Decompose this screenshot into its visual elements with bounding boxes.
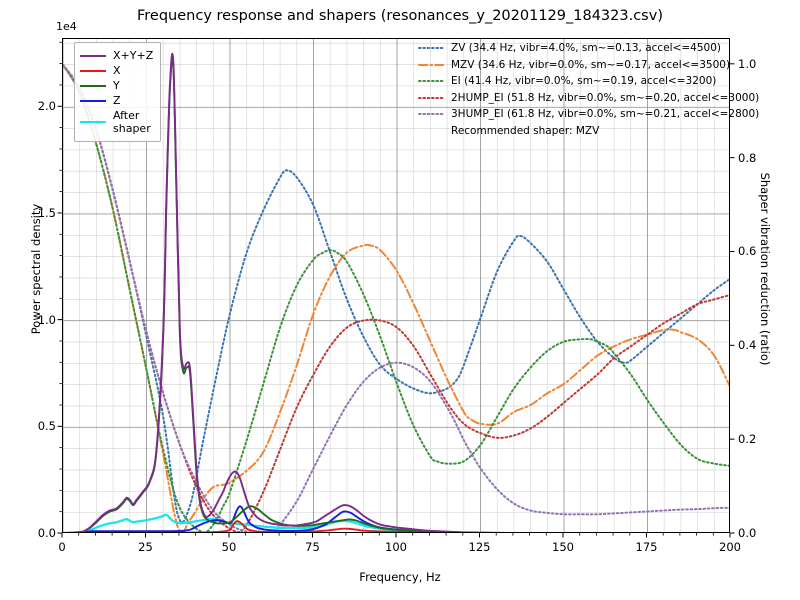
legend-swatch-line (80, 54, 106, 57)
y-axis-label-right: Shaper vibration reduction (ratio) (758, 172, 772, 366)
legend-swatch-line (80, 99, 106, 102)
legend-item-label: X (113, 64, 121, 77)
shaper-curves (63, 63, 729, 532)
y-tick-label-left: 1.0 (37, 312, 56, 327)
recommended-shaper-label: Recommended shaper: MZV (451, 124, 600, 137)
legend-item-y: Y (80, 78, 153, 93)
plot-canvas (63, 39, 729, 532)
y-tick-label-right: 0.2 (738, 432, 757, 447)
x-tick-label: 125 (468, 540, 491, 554)
legend-swatch-dotted (418, 93, 444, 103)
legend-psd: X+Y+Z X Y Z After shaper (74, 42, 162, 142)
y-tick-label-left: 0.0 (37, 526, 56, 540)
shaper-curve-3hump_ei (63, 63, 729, 532)
y-tick-label-left: 2.0 (37, 99, 56, 114)
legend-swatch-dashdot (418, 60, 444, 70)
legend-item-x: X (80, 63, 153, 78)
legend-item-2hump_ei: 2HUMP_EI (51.8 Hz, vibr=0.0%, sm~=0.20, … (418, 90, 759, 107)
y-axis-offset-label: 1e4 (56, 20, 77, 33)
y-tick-label-right: 0.8 (738, 150, 757, 165)
legend-swatch-line (80, 84, 106, 87)
x-tick-label: 0 (58, 540, 66, 554)
legend-item-label: 2HUMP_EI (51.8 Hz, vibr=0.0%, sm~=0.20, … (451, 91, 760, 104)
legend-item-zv: ZV (34.4 Hz, vibr=4.0%, sm~=0.13, accel<… (418, 40, 759, 57)
legend-swatch-dotted (418, 43, 444, 53)
y-tick-label-right: 0.6 (738, 244, 757, 259)
y-tick-label-right: 1.0 (738, 56, 757, 71)
plot-area (62, 38, 730, 533)
legend-item-label: Z (113, 94, 121, 107)
psd-curve-x (160, 520, 446, 532)
legend-swatch-line (80, 69, 106, 72)
legend-item-ei: EI (41.4 Hz, vibr=0.0%, sm~=0.19, accel<… (418, 73, 759, 90)
chart-title: Frequency response and shapers (resonanc… (137, 8, 663, 24)
y-tick-label-right: 0.4 (738, 338, 757, 353)
legend-item-z: Z (80, 93, 153, 108)
x-tick-label: 100 (385, 540, 407, 554)
x-tick-label: 75 (305, 540, 320, 554)
y-axis-label-left: Power spectral density (29, 203, 43, 335)
x-tick-label: 150 (552, 540, 574, 554)
x-tick-label: 25 (138, 540, 153, 554)
legend-item-label: 3HUMP_EI (61.8 Hz, vibr=0.0%, sm~=0.21, … (451, 108, 760, 121)
legend-item-label: Y (113, 79, 120, 92)
legend-item-label: MZV (34.6 Hz, vibr=0.0%, sm~=0.17, accel… (451, 58, 731, 71)
legend-item-mzv: MZV (34.6 Hz, vibr=0.0%, sm~=0.17, accel… (418, 57, 759, 74)
y-tick-label-left: 1.5 (37, 205, 56, 220)
legend-item-label: ZV (34.4 Hz, vibr=4.0%, sm~=0.13, accel<… (451, 42, 721, 55)
x-tick-label: 200 (719, 540, 741, 554)
legend-item-label: EI (41.4 Hz, vibr=0.0%, sm~=0.19, accel<… (451, 75, 717, 88)
legend-swatch-line (80, 121, 106, 123)
legend-shapers: ZV (34.4 Hz, vibr=4.0%, sm~=0.13, accel<… (418, 40, 759, 139)
recommended-shaper-note: Recommended shaper: MZV (418, 123, 759, 140)
psd-curves (63, 52, 509, 532)
legend-item-3hump_ei: 3HUMP_EI (61.8 Hz, vibr=0.0%, sm~=0.21, … (418, 106, 759, 123)
y-tick-label-left: 0.5 (37, 419, 56, 434)
legend-swatch-dotted (418, 76, 444, 86)
x-axis-label: Frequency, Hz (359, 570, 441, 584)
shaper-curve-mzv (63, 63, 729, 532)
shaper-curve-zv (63, 63, 729, 524)
y-tick-label-right: 0.0 (738, 526, 757, 540)
legend-item-after-shaper: After shaper (80, 108, 153, 136)
psd-curve-x-y-z (63, 52, 509, 532)
legend-item-label: X+Y+Z (113, 49, 154, 62)
legend-item-label: After shaper (113, 108, 151, 136)
shaper-curve-ei (63, 63, 729, 532)
x-tick-label: 175 (635, 540, 658, 554)
legend-item-x+y+z: X+Y+Z (80, 48, 153, 63)
x-tick-label: 50 (221, 540, 237, 554)
legend-swatch-dotted (418, 109, 444, 119)
